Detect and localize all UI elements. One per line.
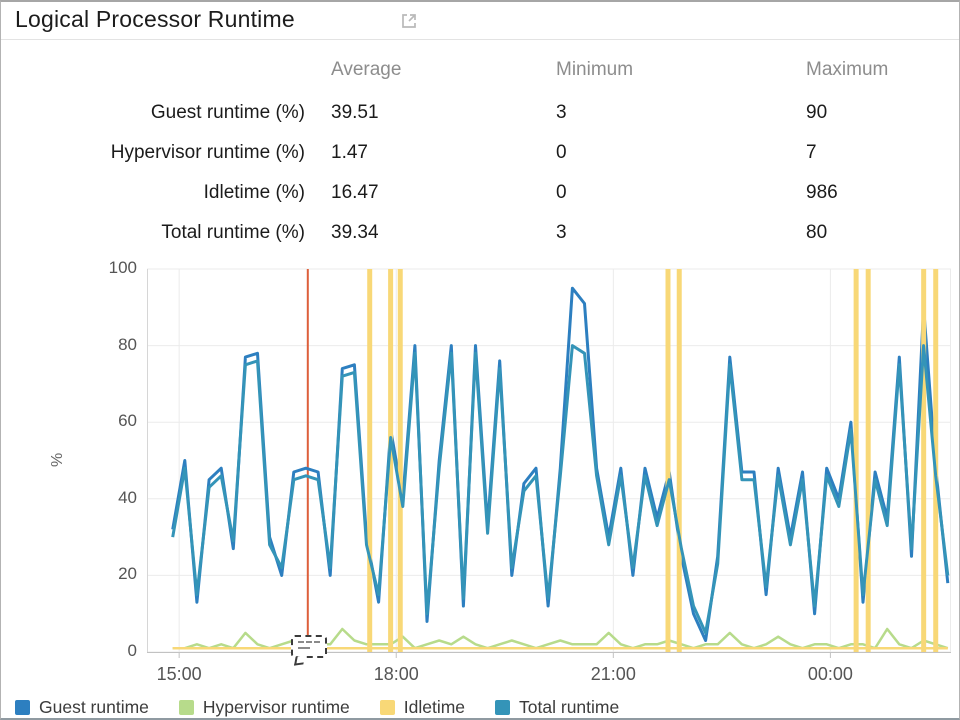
stats-header-minimum: Minimum [556,59,634,80]
x-tick-label: 21:00 [590,664,636,684]
note-annotation-marker[interactable] [289,635,329,667]
stats-value-minimum: 3 [556,102,567,123]
stats-value-average: 39.51 [331,102,379,123]
x-tick-label: 15:00 [156,664,202,684]
y-tick-label: 100 [108,258,137,277]
stats-row-label: Guest runtime (%) [150,102,305,123]
stats-corner [1,50,331,93]
stats-value-maximum: 986 [806,182,838,203]
stats-value-maximum: 7 [806,142,817,163]
stats-value-average: 16.47 [331,182,379,203]
runtime-chart: % 0 20 40 60 80 100 15:00 18:00 21:00 00:00 Gues… [1,257,959,718]
chart-legend: Guest runtime Hypervisor runtime Idletim… [15,697,619,718]
x-tick-label: 00:00 [807,664,853,684]
y-tick-label: 20 [118,564,137,584]
legend-item-total-runtime[interactable]: Total runtime [495,697,619,718]
stats-header-maximum: Maximum [806,59,889,80]
note-bubble-icon [291,635,327,658]
popout-icon[interactable] [399,11,419,31]
stats-value-average: 39.34 [331,222,379,243]
widget-title-bar: Logical Processor Runtime [1,2,959,40]
stats-row-label: Idletime (%) [203,182,305,203]
guest-runtime-swatch [15,700,30,715]
series-total-runtime [171,344,950,635]
stats-value-minimum: 3 [556,222,567,243]
idletime-swatch [379,700,395,715]
x-tick-label: 18:00 [373,664,419,684]
stats-row-label: Hypervisor runtime (%) [110,142,305,163]
y-tick-label: 60 [118,411,137,431]
y-tick-label: 80 [118,334,137,354]
stats-table: Average Minimum Maximum Guest runtime (%… [1,50,959,253]
stats-value-maximum: 80 [806,222,828,243]
stats-value-minimum: 0 [556,142,567,163]
stats-header-average: Average [331,59,402,80]
stats-value-average: 1.47 [331,142,368,163]
stats-value-minimum: 0 [556,182,567,203]
legend-item-guest-runtime[interactable]: Guest runtime [15,697,149,718]
y-axis-label: % [49,452,66,467]
plot-area[interactable] [147,268,951,662]
y-tick-label: 40 [118,487,137,507]
note-bubble-tail [294,655,305,666]
hypervisor-runtime-swatch [178,700,194,715]
page-title: Logical Processor Runtime [15,6,295,32]
stats-value-maximum: 90 [806,102,828,123]
y-tick-label: 0 [127,641,137,660]
legend-item-hypervisor-runtime[interactable]: Hypervisor runtime [178,697,350,718]
legend-item-idletime[interactable]: Idletime [379,697,465,718]
total-runtime-swatch [495,700,511,715]
stats-row-label: Total runtime (%) [161,222,305,243]
